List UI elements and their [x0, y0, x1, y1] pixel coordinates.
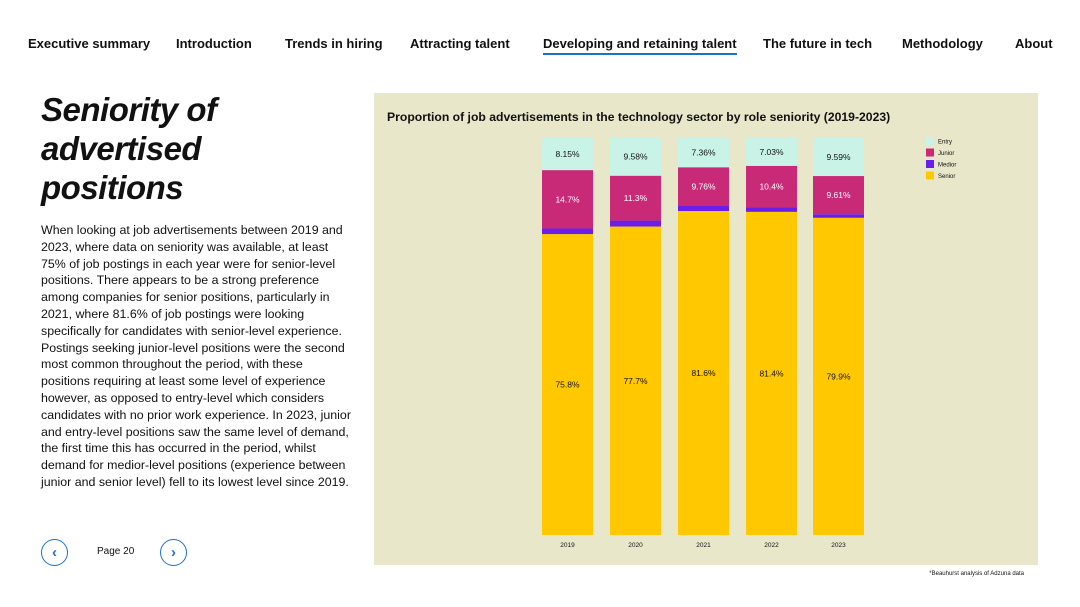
bar-junior-2021 — [678, 167, 729, 207]
legend-swatch-medior — [926, 160, 934, 168]
data-label-entry-2023: 9.59% — [826, 152, 851, 162]
bar-medior-2021 — [678, 206, 729, 212]
bar-entry-2022 — [746, 137, 797, 166]
top-navigation: Executive summary Introduction Trends in… — [0, 36, 1080, 60]
legend-swatch-entry — [926, 137, 934, 145]
bar-medior-2022 — [746, 207, 797, 212]
nav-about[interactable]: About — [1015, 36, 1053, 51]
legend-label-junior: Junior — [938, 151, 954, 157]
chevron-left-icon: ‹ — [52, 544, 57, 561]
bar-senior-2021 — [678, 211, 729, 535]
legend-label-entry: Entry — [938, 140, 952, 146]
bar-junior-2023 — [813, 176, 864, 215]
page-number: Page 20 — [97, 546, 135, 557]
bar-entry-2023 — [813, 137, 864, 177]
data-label-entry-2021: 7.36% — [691, 148, 716, 158]
next-page-button[interactable]: › — [160, 539, 187, 566]
data-label-entry-2022: 7.03% — [759, 147, 784, 157]
bar-entry-2019 — [542, 137, 593, 171]
stacked-bar-chart: 75.8%1.41%14.7%8.15%201977.7%1.50%11.3%9… — [542, 137, 956, 549]
data-label-junior-2023: 9.61% — [826, 190, 851, 200]
data-label-senior-2023: 79.9% — [826, 371, 851, 381]
chart-panel: Proportion of job advertisements in the … — [374, 93, 1038, 565]
data-label-junior-2019: 14.7% — [555, 194, 580, 204]
bar-entry-2021 — [678, 138, 729, 168]
x-tick-label-2020: 2020 — [628, 542, 643, 549]
data-label-junior-2021: 9.76% — [691, 182, 716, 192]
nav-developing-and-retaining-talent[interactable]: Developing and retaining talent — [543, 36, 737, 55]
bar-medior-2019 — [542, 228, 593, 235]
body-paragraph: When looking at job advertisements betwe… — [41, 223, 351, 489]
data-label-entry-2020: 9.58% — [623, 152, 648, 162]
x-tick-label-2022: 2022 — [764, 542, 779, 549]
x-tick-label-2023: 2023 — [831, 542, 846, 549]
bar-senior-2022 — [746, 211, 797, 535]
bar-medior-2023 — [813, 214, 864, 218]
footnote: *Beauhurst analysis of Adzuna data — [929, 571, 1024, 577]
bar-junior-2022 — [746, 165, 797, 208]
bar-senior-2020 — [610, 226, 661, 535]
nav-the-future-in-tech[interactable]: The future in tech — [763, 36, 873, 51]
nav-executive-summary[interactable]: Executive summary — [28, 36, 151, 51]
legend-label-senior: Senior — [938, 174, 955, 180]
x-tick-label-2019: 2019 — [560, 542, 575, 549]
nav-introduction[interactable]: Introduction — [176, 36, 252, 51]
chart-title: Proportion of job advertisements in the … — [387, 110, 891, 124]
bar-junior-2019 — [542, 170, 593, 229]
legend-label-medior: Medior — [938, 163, 956, 169]
bar-junior-2020 — [610, 175, 661, 221]
data-label-senior-2021: 81.6% — [691, 368, 716, 378]
bar-senior-2019 — [542, 234, 593, 535]
legend-swatch-junior — [926, 148, 934, 157]
previous-page-button[interactable]: ‹ — [41, 539, 68, 566]
data-label-junior-2020: 11.3% — [624, 193, 648, 203]
data-label-senior-2020: 77.7% — [623, 376, 648, 386]
bar-entry-2020 — [610, 137, 661, 176]
nav-methodology[interactable]: Methodology — [902, 36, 983, 51]
data-label-junior-2022: 10.4% — [759, 181, 784, 191]
pagination: ‹ Page 20 › — [41, 539, 201, 567]
nav-trends-in-hiring[interactable]: Trends in hiring — [285, 36, 383, 51]
bar-medior-2020 — [610, 220, 661, 227]
data-label-senior-2019: 75.8% — [555, 380, 580, 390]
x-tick-label-2021: 2021 — [696, 542, 711, 549]
chevron-right-icon: › — [171, 544, 176, 561]
bar-senior-2023 — [813, 217, 864, 535]
data-label-entry-2019: 8.15% — [555, 149, 580, 159]
data-label-senior-2022: 81.4% — [759, 368, 784, 378]
page-title: Seniority of advertised positions — [41, 91, 217, 206]
legend-swatch-senior — [926, 171, 934, 180]
nav-attracting-talent[interactable]: Attracting talent — [410, 36, 510, 51]
